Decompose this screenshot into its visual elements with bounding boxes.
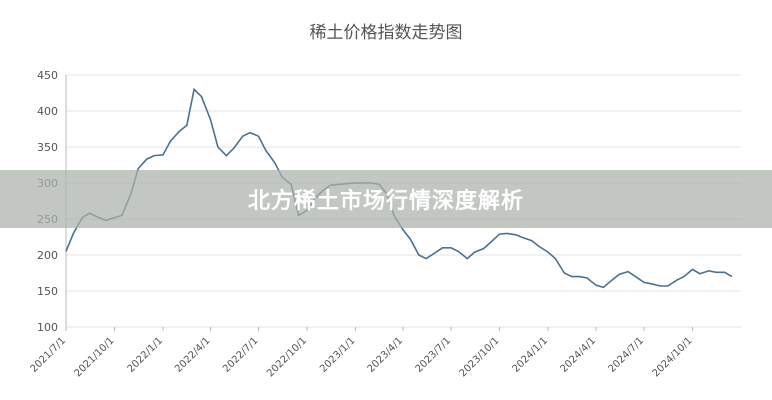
x-tick-label: 2021/10/1	[73, 335, 117, 379]
y-tick-label: 150	[37, 285, 58, 298]
x-tick-label: 2022/10/1	[265, 335, 309, 379]
x-tick-label: 2022/1/1	[126, 335, 166, 375]
x-tick-label: 2023/7/1	[414, 335, 454, 375]
x-tick-label: 2023/4/1	[366, 335, 406, 375]
y-tick-label: 400	[37, 105, 58, 118]
banner: 北方稀土市场行情深度解析	[0, 170, 772, 228]
x-tick-label: 2024/1/1	[511, 335, 551, 375]
x-tick-label: 2021/7/1	[29, 335, 69, 375]
x-tick-label: 2022/4/1	[173, 335, 213, 375]
x-tick-label: 2023/10/1	[458, 335, 502, 379]
x-tick-label: 2024/7/1	[607, 335, 647, 375]
banner-title: 北方稀土市场行情深度解析	[247, 189, 524, 214]
y-tick-label: 350	[37, 141, 58, 154]
x-tick-label: 2024/10/1	[651, 335, 695, 379]
x-tick-label: 2024/4/1	[559, 335, 599, 375]
y-tick-label: 450	[37, 69, 58, 82]
x-tick-label: 2023/1/1	[318, 335, 358, 375]
y-tick-label: 200	[37, 249, 58, 262]
y-tick-label: 100	[37, 321, 58, 334]
x-tick-label: 2022/7/1	[221, 335, 261, 375]
chart-title: 稀土价格指数走势图	[310, 23, 463, 43]
